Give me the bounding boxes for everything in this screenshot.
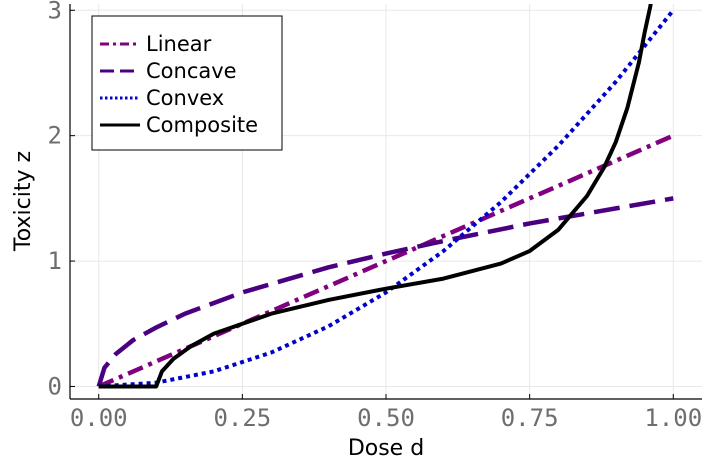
series-concave-line — [96, 196, 674, 388]
legend-label-concave: Concave — [146, 59, 237, 83]
legend-box — [91, 15, 283, 151]
axes — [69, 4, 702, 400]
y-axis-label: Toxicity z — [11, 151, 36, 252]
series-group — [96, 4, 675, 389]
series-composite-line — [98, 4, 653, 389]
x-tick-label: 0.00 — [70, 404, 128, 432]
tick-labels: 0.00 0.25 0.50 0.75 1.00 0 1 2 3 — [48, 0, 703, 432]
x-tick-label: 0.75 — [501, 404, 559, 432]
series-convex-line — [98, 9, 675, 389]
x-tick-label: 0.25 — [213, 404, 271, 432]
legend-label-linear: Linear — [146, 32, 212, 56]
x-axis-label: Dose d — [348, 436, 424, 461]
x-tick-label: 1.00 — [644, 404, 702, 432]
legend-label-composite: Composite — [146, 113, 258, 137]
legend: Linear Concave Convex Composite — [91, 15, 283, 151]
x-tick-label: 0.50 — [357, 404, 415, 432]
y-tick-label: 2 — [48, 122, 62, 150]
y-tick-label: 1 — [48, 247, 62, 275]
y-tick-label: 0 — [48, 372, 62, 400]
y-tick-label: 3 — [48, 0, 62, 24]
legend-label-convex: Convex — [146, 86, 224, 110]
